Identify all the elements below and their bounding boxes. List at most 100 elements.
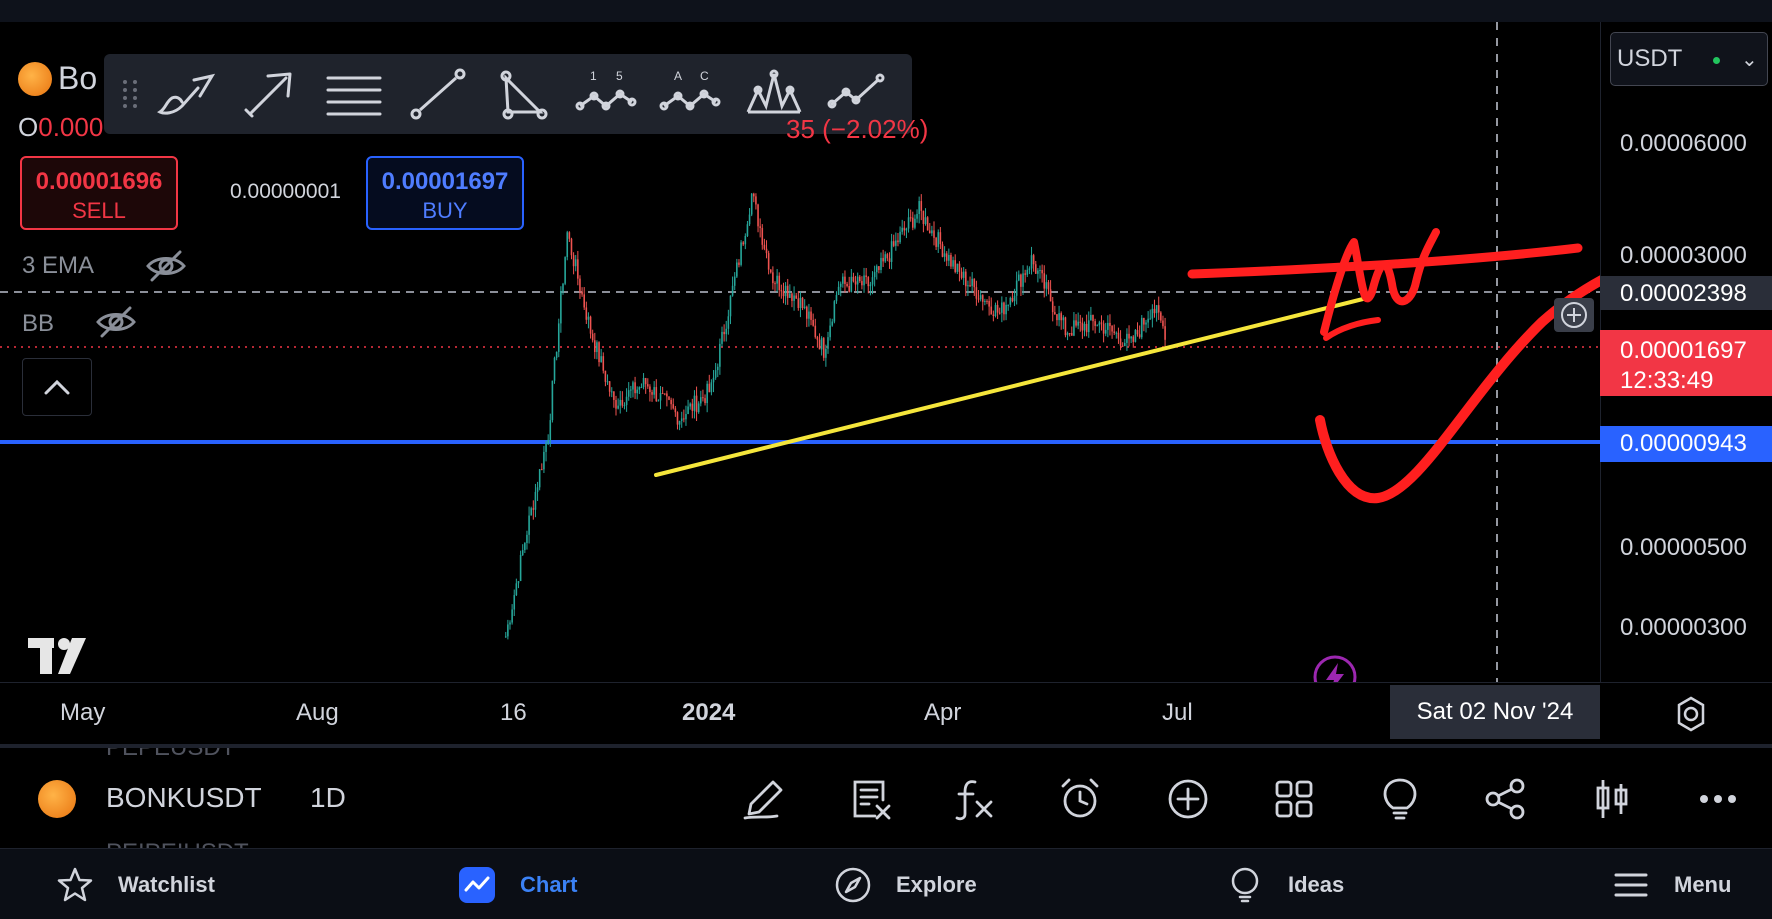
- sell-button[interactable]: 0.00001696 SELL: [20, 156, 178, 230]
- candle-body: [895, 240, 897, 246]
- nav-chart[interactable]: Chart: [458, 863, 577, 907]
- drag-handle-icon[interactable]: [116, 74, 144, 114]
- note-icon: [853, 780, 891, 820]
- currency-select[interactable]: USDT ⌄: [1610, 32, 1768, 86]
- candle-body: [528, 515, 530, 535]
- candle-body: [1140, 317, 1143, 338]
- candle-body: [916, 214, 918, 219]
- candle-body: [719, 343, 721, 367]
- time-label: 2024: [682, 699, 736, 726]
- share-button[interactable]: [1478, 774, 1534, 824]
- candle-body: [926, 217, 929, 231]
- head-shoulders-icon[interactable]: [732, 64, 816, 124]
- candle-body: [1071, 333, 1073, 336]
- eye-off-icon[interactable]: [94, 304, 138, 340]
- alert-button[interactable]: [1052, 774, 1108, 824]
- triangle-icon[interactable]: [480, 64, 564, 124]
- settings-icon[interactable]: [1672, 695, 1710, 733]
- symbol-header[interactable]: Bo: [18, 60, 97, 97]
- brush-icon[interactable]: [144, 64, 228, 124]
- candle-body: [727, 316, 730, 329]
- candle-body: [867, 277, 870, 287]
- candle-body: [1162, 320, 1164, 327]
- candle-body: [577, 259, 579, 279]
- candle-body: [617, 405, 619, 409]
- candle-body: [621, 399, 624, 406]
- indicator-ema[interactable]: 3 EMA: [22, 252, 94, 280]
- price-tick: 0.00003000: [1620, 242, 1747, 269]
- candle-body: [767, 253, 770, 270]
- candle-body: [878, 266, 880, 270]
- time-label: May: [60, 699, 106, 726]
- candle-body: [873, 272, 876, 278]
- candle-body: [945, 253, 948, 261]
- objects-button[interactable]: [842, 774, 898, 824]
- layout-button[interactable]: [1266, 774, 1322, 824]
- buy-button[interactable]: 0.00001697 BUY: [366, 156, 524, 230]
- time-axis[interactable]: May Aug 16 2024 Apr Jul Sat 02 Nov '24: [0, 682, 1772, 745]
- candle-body: [928, 230, 931, 234]
- nav-ideas[interactable]: Ideas: [1226, 863, 1344, 907]
- candle-body: [1126, 333, 1128, 343]
- candle-body: [854, 281, 857, 285]
- candle-body: [757, 204, 759, 227]
- eye-off-icon[interactable]: [144, 248, 188, 284]
- compare-button[interactable]: [1160, 774, 1216, 824]
- candle-body: [1143, 317, 1145, 325]
- candle-body: [733, 276, 736, 286]
- nav-explore[interactable]: Explore: [834, 863, 977, 907]
- candle-body: [710, 382, 713, 393]
- candle-body: [1121, 345, 1124, 347]
- ghost-symbol-below: PEIPEIUSDT: [106, 836, 249, 850]
- candle-body: [1075, 320, 1077, 326]
- timeframe-selector[interactable]: 1D: [310, 782, 346, 813]
- nav-watchlist[interactable]: Watchlist: [56, 863, 215, 907]
- candle-body: [579, 278, 581, 292]
- ohlc-open-value: 0.000: [38, 112, 104, 142]
- symbol-name[interactable]: BONKUSDT: [106, 782, 262, 813]
- price-chart[interactable]: [0, 22, 1600, 682]
- candle-body: [801, 297, 804, 308]
- price-tick: 0.00000300: [1620, 614, 1747, 641]
- candle-body: [613, 391, 615, 400]
- candle-body: [608, 381, 611, 392]
- nav-menu[interactable]: Menu: [1612, 863, 1731, 907]
- candle-body: [992, 314, 995, 316]
- candle-body: [1003, 302, 1005, 315]
- arrow-icon[interactable]: [228, 64, 312, 124]
- ohlc-open-label: O: [18, 112, 39, 142]
- candle-body: [844, 276, 846, 284]
- collapse-legend-button[interactable]: [22, 358, 92, 416]
- chart-type-button[interactable]: [1584, 774, 1640, 824]
- more-icon: [1700, 795, 1736, 803]
- candle-body: [678, 420, 681, 425]
- candle-body: [1164, 326, 1166, 340]
- trend-line-icon[interactable]: [396, 64, 480, 124]
- parallel-lines-icon[interactable]: [312, 64, 396, 124]
- candle-body: [630, 389, 632, 391]
- add-alert-button[interactable]: [1554, 298, 1594, 332]
- candle-body: [755, 196, 757, 205]
- candle-body: [960, 271, 963, 278]
- candle-body: [1124, 342, 1126, 347]
- candle-body: [1073, 320, 1075, 336]
- indicators-button[interactable]: [946, 774, 1002, 824]
- candle-body: [1064, 317, 1067, 336]
- forecast-icon[interactable]: [816, 64, 900, 124]
- candle-body: [721, 331, 723, 344]
- candle-body: [1111, 325, 1113, 332]
- candle-body: [986, 300, 988, 302]
- bonk-logo-icon: [38, 780, 76, 818]
- candle-body: [909, 217, 912, 219]
- ideas-button[interactable]: [1372, 774, 1428, 824]
- candle-body: [1117, 332, 1120, 339]
- candle-body: [1096, 325, 1099, 327]
- candle-body: [700, 397, 702, 404]
- more-button[interactable]: [1690, 774, 1746, 824]
- pencil-button[interactable]: [736, 774, 792, 824]
- candle-body: [865, 275, 867, 278]
- indicator-bb[interactable]: BB: [22, 310, 54, 338]
